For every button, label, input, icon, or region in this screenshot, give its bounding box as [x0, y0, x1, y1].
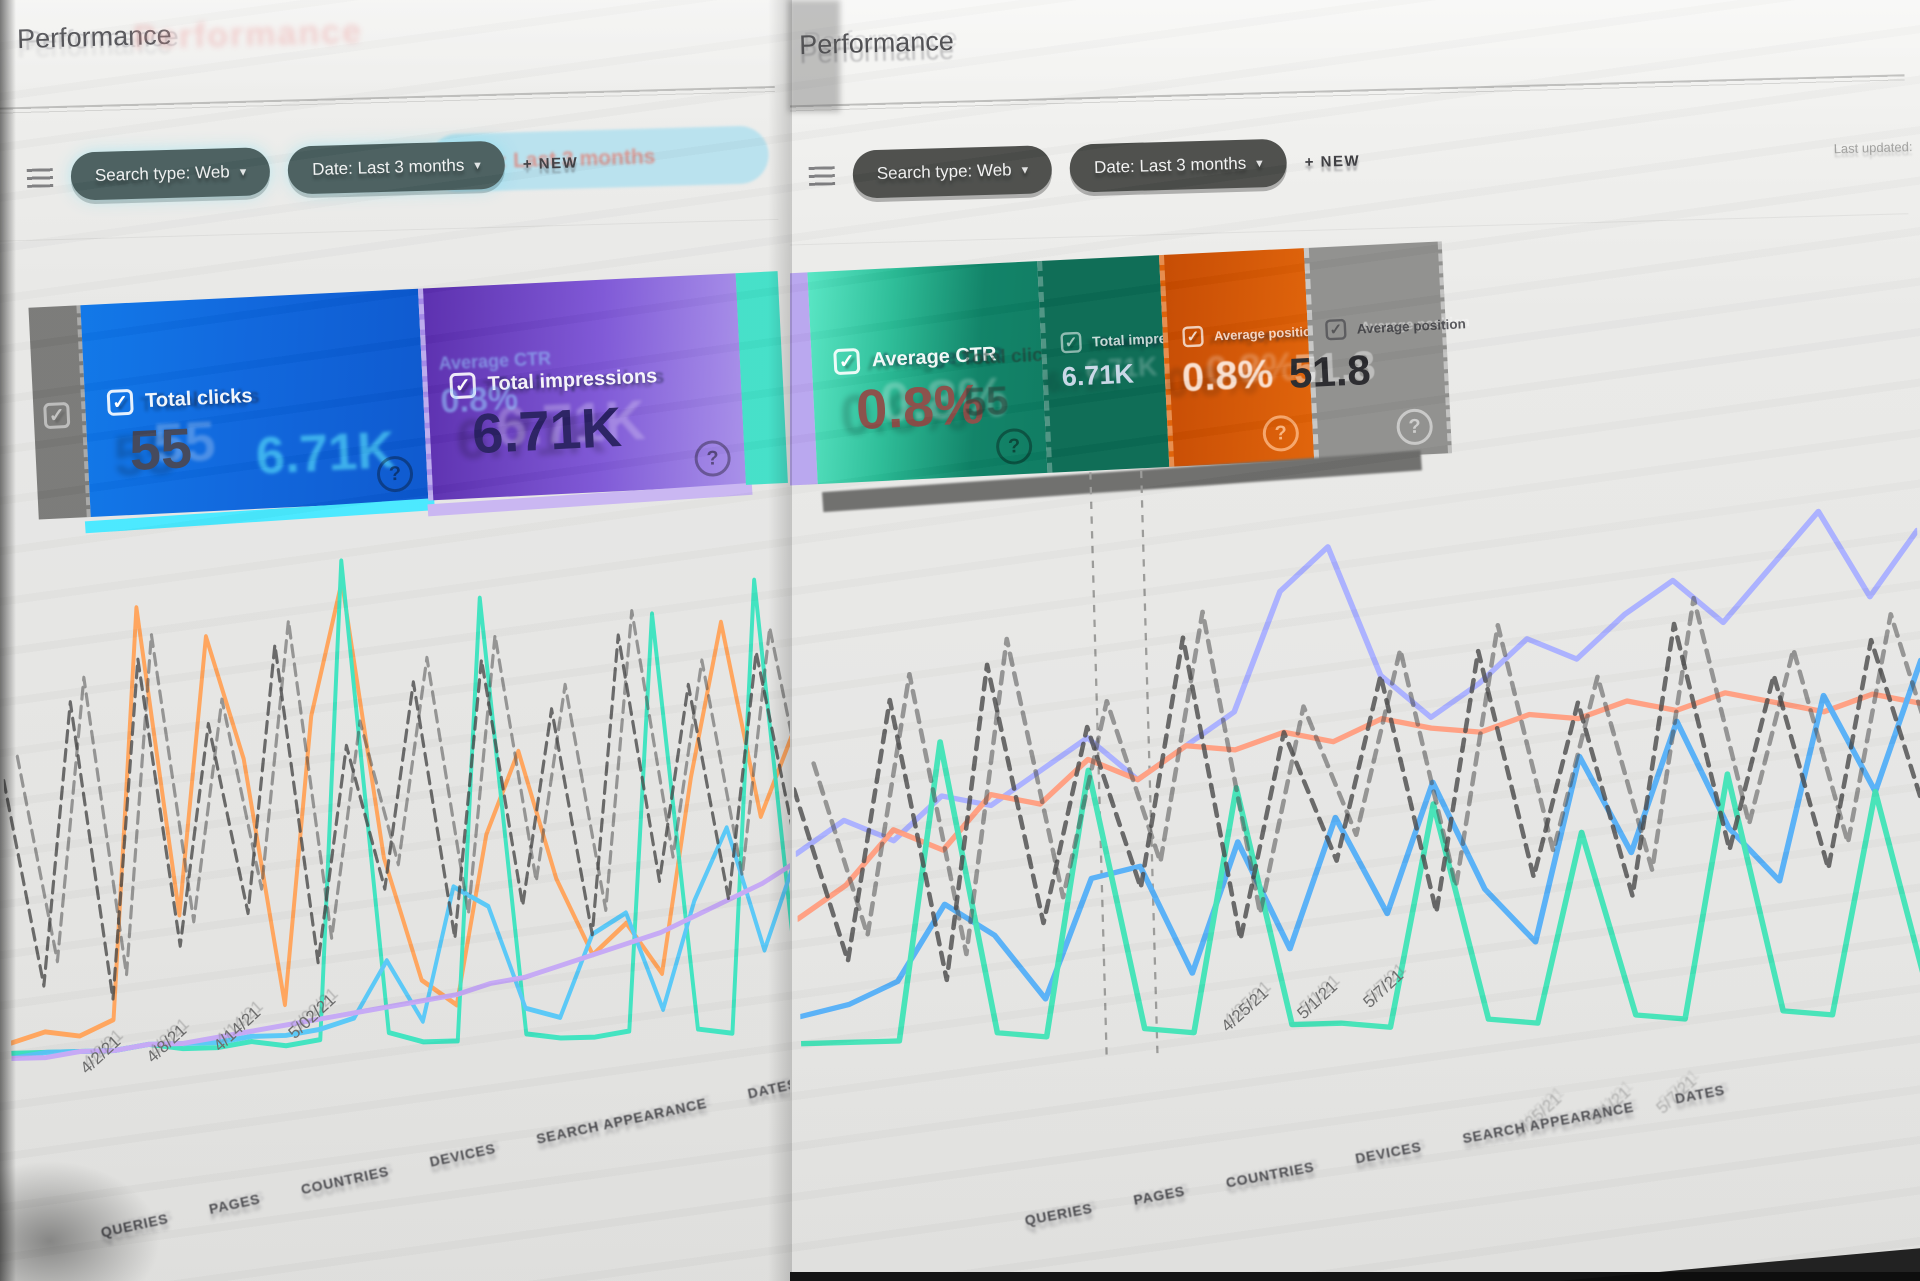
help-icon[interactable]: ?: [1261, 414, 1300, 453]
search-type-chip-label: Search type: Web: [94, 162, 230, 185]
tab-countries[interactable]: COUNTRIES: [299, 1162, 391, 1198]
help-icon[interactable]: ?: [995, 427, 1034, 466]
ctr-card-sliver: [735, 271, 788, 485]
help-icon: ?: [1395, 408, 1434, 446]
series-average-position: [9, 578, 790, 1046]
ctr-value-ghost: 0.8%: [439, 378, 519, 421]
performance-line-chart[interactable]: [0, 492, 790, 1074]
header-divider: [0, 85, 775, 116]
total-impressions-card[interactable]: Average CTR 0.8% ✓ Total impressions 6.7…: [417, 273, 753, 517]
new-filter-button[interactable]: + NEW: [522, 153, 579, 173]
new-filter-button[interactable]: + NEW: [1304, 152, 1361, 171]
search-type-chip[interactable]: Search type: Web ▾: [70, 147, 271, 201]
report-tabs: QUERIES PAGES COUNTRIES DEVICES SEARCH APPEA…: [99, 1067, 790, 1241]
filter-divider: [790, 213, 1909, 246]
tab-queries[interactable]: QUERIES: [1023, 1199, 1094, 1229]
total-impressions-value: 6.71K: [1061, 358, 1135, 393]
metric-cards-row: ✓ Average CTR 0.8% Total clicks 55 ? ✓ T…: [790, 241, 1466, 513]
filter-lines-icon[interactable]: [26, 167, 54, 188]
ctr-card-ghost: Average CTR 0.8%: [438, 348, 554, 421]
total-impressions-ghost-card[interactable]: ✓ Total impressions 6.71K: [1037, 255, 1211, 473]
filter-bar: Search type: Web ▾ Date: Last 3 months ▾…: [26, 139, 579, 202]
series-total-clicks: [797, 657, 1920, 1020]
average-position-label: Average position: [1213, 322, 1320, 344]
filter-lines-icon[interactable]: [808, 165, 836, 186]
page-title-ghost: Performance: [132, 12, 364, 57]
date-range-chip[interactable]: Date: Last 3 months ▾: [1069, 138, 1288, 193]
header-divider: [790, 74, 1905, 113]
chevron-down-icon: ▾: [474, 157, 482, 173]
checkbox-checked-icon[interactable]: ✓: [106, 388, 134, 417]
metric-cards-row: ✓ ✓ Total clicks 55 6.71K ? Average CTR …: [28, 271, 788, 534]
tab-devices[interactable]: DEVICES: [1353, 1138, 1423, 1167]
tab-devices[interactable]: DEVICES: [428, 1140, 498, 1170]
left-exposure-panel: Performance Performance Date: Last 3 mon…: [0, 0, 790, 1281]
checkbox-ghost-icon: ✓: [1324, 318, 1347, 341]
search-type-chip-label: Search type: Web: [876, 160, 1012, 184]
average-position-label: Average position: [1356, 315, 1467, 337]
series-ghost-exposure: [791, 621, 1920, 983]
search-type-chip[interactable]: Search type: Web ▾: [852, 145, 1053, 199]
total-clicks-label: Total clicks: [144, 384, 254, 412]
average-position-ghost-card[interactable]: ✓ Average position 51.8 ?: [1288, 241, 1466, 460]
last-updated-text: Last updated:: [1833, 139, 1913, 157]
help-icon[interactable]: ?: [376, 455, 414, 493]
filter-bar: Search type: Web ▾ Date: Last 3 months ▾…: [808, 137, 1361, 200]
series-total-impressions: [9, 859, 790, 1062]
checkbox-checked-icon[interactable]: ✓: [833, 347, 861, 376]
right-exposure-panel: Performance Search type: Web ▾ Date: Las…: [790, 0, 1920, 1281]
tab-countries[interactable]: COUNTRIES: [1224, 1158, 1316, 1191]
tab-dates[interactable]: DATES: [746, 1075, 790, 1102]
chevron-down-icon: ▾: [1255, 155, 1263, 171]
tab-pages[interactable]: PAGES: [207, 1190, 262, 1218]
impressions-value-ghost: 6.71K: [254, 421, 397, 486]
tab-search-appearance[interactable]: SEARCH APPEARANCE: [534, 1094, 709, 1147]
series-total-impressions: [792, 508, 1920, 857]
average-position-value: 51.8: [1287, 345, 1372, 397]
date-range-chip-label: Date: Last 3 months: [1093, 153, 1247, 177]
report-tabs: QUERIES PAGES COUNTRIES DEVICES SEARCH APPEA…: [1023, 1074, 1767, 1229]
chevron-down-icon: ▾: [1021, 161, 1029, 177]
checkbox-ghost-icon: ✓: [43, 401, 71, 430]
total-clicks-card[interactable]: ✓ Total clicks 55 6.71K ?: [80, 288, 435, 534]
series-ghost-exposure: [2, 633, 790, 1002]
tab-pages[interactable]: PAGES: [1132, 1182, 1187, 1208]
checkbox-checked-icon[interactable]: ✓: [1182, 325, 1204, 348]
series-ghost-copy: [811, 595, 1920, 957]
series-average-position: [794, 690, 1920, 922]
filter-divider: [0, 218, 779, 242]
series-ghost-copy: [15, 608, 790, 977]
date-range-chip[interactable]: Date: Last 3 months ▾: [287, 140, 506, 195]
tab-queries[interactable]: QUERIES: [99, 1210, 170, 1241]
ctr-label-ghost: Average CTR: [438, 348, 552, 374]
average-ctr-card[interactable]: ✓ Average CTR 0.8% Total clicks 55 ?: [807, 261, 1064, 485]
help-icon[interactable]: ?: [693, 439, 732, 478]
performance-line-chart[interactable]: [790, 449, 1920, 1070]
checkbox-checked-icon[interactable]: ✓: [1060, 331, 1083, 354]
page-title: Performance: [798, 25, 955, 61]
series-average-ctr: [798, 739, 1920, 1047]
chevron-down-icon: ▾: [239, 163, 247, 179]
date-range-chip-label: Date: Last 3 months: [311, 155, 465, 179]
